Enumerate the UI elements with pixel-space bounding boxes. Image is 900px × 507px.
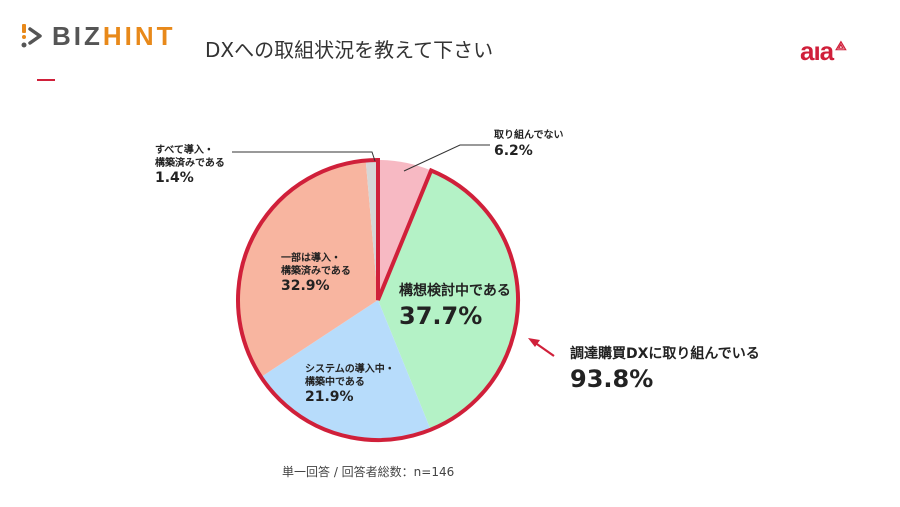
label-partial-text1: 一部は導入・: [281, 253, 341, 264]
label-in-progress-value: 21.9%: [305, 389, 354, 405]
slice-in-progress: [261, 300, 431, 440]
label-complete-text1: すべて導入・: [155, 145, 214, 156]
label-in-progress-text1: システムの導入中・: [305, 364, 395, 375]
leader-line-complete: [232, 151, 376, 162]
label-complete: すべて導入・ 構築済みである 1.4%: [155, 145, 225, 188]
label-partial: 一部は導入・ 構築済みである 32.9%: [281, 253, 351, 296]
summary-callout: 調達購買DXに取り組んでいる 93.8%: [570, 343, 760, 393]
bizhint-mark-icon: [21, 24, 42, 48]
bizhint-logo: BIZ HINT: [20, 20, 186, 52]
pie-slices: [236, 157, 520, 442]
label-not-started-text: 取り組んでない: [494, 130, 564, 141]
aia-logo-text: aıa: [800, 36, 834, 66]
label-partial-text2: 構築済みである: [281, 265, 351, 277]
highlight-outline: [236, 157, 520, 442]
label-complete-value: 1.4%: [155, 170, 194, 186]
footnote: 単一回答 / 回答者総数：n=146: [282, 465, 455, 479]
label-planning-value: 37.7%: [399, 301, 483, 330]
title-accent-bar: [37, 79, 55, 81]
label-planning-text: 構想検討中である: [399, 283, 511, 299]
label-planning: 構想検討中である 37.7%: [399, 283, 511, 331]
slice-partial: [237, 160, 378, 377]
label-not-started-value: 6.2%: [494, 142, 533, 159]
aia-logo: aıa ⟁: [800, 36, 847, 67]
slice-complete: [365, 160, 378, 300]
label-in-progress: システムの導入中・ 構築中である 21.9%: [305, 364, 395, 407]
slice-planning: [378, 170, 518, 430]
logo-text-hint: HINT: [102, 20, 176, 51]
label-not-started: 取り組んでない 6.2%: [494, 130, 564, 160]
logo-text-biz: BIZ: [52, 20, 103, 51]
summary-value: 93.8%: [570, 365, 654, 393]
leader-line-not-started: [403, 144, 490, 172]
summary-arrow-icon: [528, 338, 555, 357]
summary-text: 調達購買DXに取り組んでいる: [570, 346, 760, 362]
aia-logo-symbol-icon: ⟁: [835, 38, 847, 54]
page-title: DXへの取組状況を教えて下さい: [205, 38, 494, 62]
label-complete-text2: 構築済みである: [155, 157, 225, 169]
label-in-progress-text2: 構築中である: [305, 376, 365, 388]
label-partial-value: 32.9%: [281, 278, 330, 294]
